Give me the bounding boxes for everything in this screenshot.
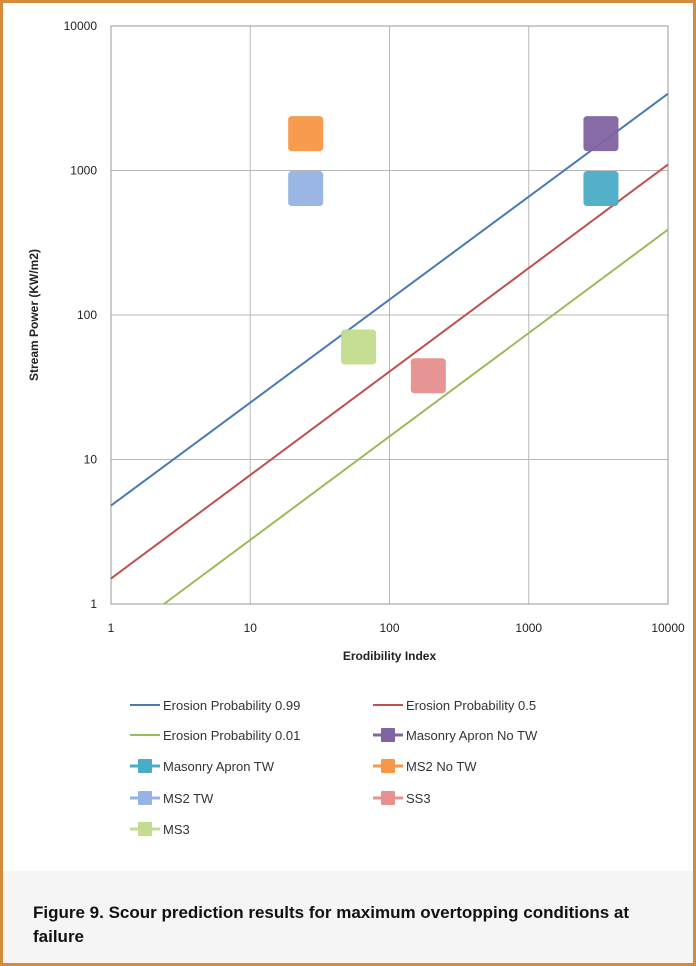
plot-border [110, 25, 669, 605]
x-tick-labels: 1 10 100 1000 10000 [108, 621, 685, 635]
y-tick-label: 1 [90, 597, 97, 611]
legend-label: Masonry Apron TW [163, 759, 275, 774]
data-point-marker-3 [288, 171, 324, 207]
x-tick-label: 1 [108, 621, 115, 635]
legend-swatch-5 [381, 759, 395, 773]
series-line-0 [110, 92, 669, 507]
legend-label: SS3 [406, 791, 431, 806]
x-tick-label: 10000 [651, 621, 685, 635]
legend-label: Erosion Probability 0.99 [163, 698, 300, 713]
y-tick-label: 10000 [64, 19, 98, 33]
legend-label: MS3 [163, 822, 190, 837]
legend-label: MS2 TW [163, 791, 214, 806]
chart: 1 10 100 1000 10000 1 10 100 1000 10000 Erodibil… [27, 19, 685, 837]
y-tick-label: 100 [77, 308, 97, 322]
caption-box: Figure 9. Scour prediction results for m… [3, 871, 693, 963]
y-tick-label: 1000 [70, 164, 97, 178]
legend-swatch-8 [138, 822, 152, 836]
legend: Erosion Probability 0.99 Erosion Probabil… [130, 698, 538, 837]
y-tick-labels: 1 10 100 1000 10000 [64, 19, 98, 611]
data-point-marker-0 [583, 116, 619, 152]
legend-swatch-4 [138, 759, 152, 773]
x-tick-label: 1000 [515, 621, 542, 635]
y-axis-title: Stream Power (KW/m2) [27, 249, 41, 381]
legend-swatch-6 [138, 791, 152, 805]
x-tick-label: 100 [379, 621, 399, 635]
x-tick-label: 10 [244, 621, 258, 635]
legend-label: Erosion Probability 0.5 [406, 698, 536, 713]
plot-area [110, 25, 669, 605]
x-axis-title: Erodibility Index [343, 649, 437, 663]
data-point-marker-5 [341, 329, 377, 365]
legend-swatch-7 [381, 791, 395, 805]
series-line-1 [110, 163, 669, 580]
data-points [288, 116, 619, 394]
legend-label: Erosion Probability 0.01 [163, 728, 300, 743]
legend-label: Masonry Apron No TW [406, 728, 538, 743]
series-line-2 [163, 228, 669, 605]
legend-swatch-3 [381, 728, 395, 742]
figure-caption: Figure 9. Scour prediction results for m… [33, 903, 630, 946]
data-point-marker-1 [583, 171, 619, 207]
data-point-marker-4 [410, 358, 446, 394]
legend-label: MS2 No TW [406, 759, 477, 774]
series-lines [110, 92, 669, 605]
data-point-marker-2 [288, 116, 324, 152]
y-tick-label: 10 [84, 453, 98, 467]
